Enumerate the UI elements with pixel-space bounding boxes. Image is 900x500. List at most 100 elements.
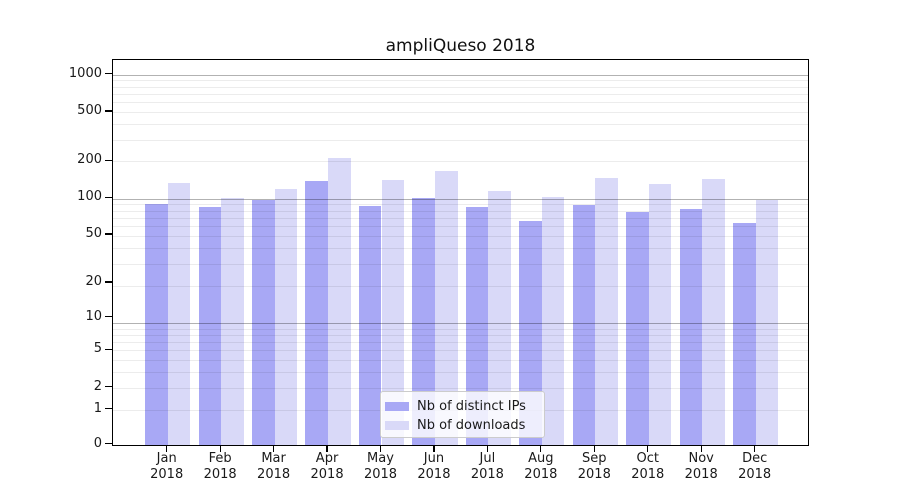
bar-downloads-oct xyxy=(648,183,672,445)
y-tick-label-1000: 1000 xyxy=(68,65,102,81)
bar-distinct-ips-mar xyxy=(252,200,275,445)
x-axis-tick-nov xyxy=(700,446,702,452)
y-grid-minor-899 xyxy=(113,80,808,82)
y-tick-label-20: 20 xyxy=(85,273,102,289)
bar-downloads-sep xyxy=(595,178,618,445)
y-axis-tick-10 xyxy=(105,316,112,318)
y-grid-minor-19 xyxy=(113,285,808,287)
y-grid-minor-79 xyxy=(113,210,808,212)
bar-distinct-ips-jan xyxy=(145,203,168,445)
y-grid-minor-8 xyxy=(113,328,808,330)
y-axis-tick-5 xyxy=(105,348,112,351)
x-tick-label-nov: Nov 2018 xyxy=(684,451,718,482)
bar-downloads-may xyxy=(381,180,405,445)
legend-entry-distinct-ips: Nb of distinct IPs xyxy=(385,398,526,414)
y-axis-tick-50 xyxy=(105,233,112,235)
legend-entry-downloads: Nb of downloads xyxy=(385,417,525,433)
y-grid-minor-49 xyxy=(113,236,808,238)
x-axis-tick-oct xyxy=(647,446,649,452)
legend-swatch-downloads xyxy=(385,420,409,430)
legend-label-downloads: Nb of downloads xyxy=(417,417,526,433)
y-tick-label-500: 500 xyxy=(77,102,102,118)
x-tick-label-jul: Jul 2018 xyxy=(470,451,504,482)
bar-distinct-ips-dec xyxy=(733,222,756,445)
x-axis-tick-jul xyxy=(486,446,488,452)
x-tick-label-dec: Dec 2018 xyxy=(738,451,772,482)
bar-downloads-nov xyxy=(702,179,725,445)
x-tick-label-oct: Oct 2018 xyxy=(631,451,665,482)
bar-distinct-ips-aug xyxy=(519,220,542,445)
y-grid-minor-499 xyxy=(113,112,808,114)
y-grid-minor-29 xyxy=(113,263,808,265)
y-axis-tick-100 xyxy=(105,196,112,198)
y-tick-label-2: 2 xyxy=(93,378,102,394)
bar-distinct-ips-jul xyxy=(465,206,489,445)
y-grid-minor-199 xyxy=(113,161,808,163)
x-axis-tick-jun xyxy=(433,446,435,452)
x-axis-tick-dec xyxy=(754,446,756,452)
y-grid-minor-5 xyxy=(113,350,808,352)
y-grid-minor-299 xyxy=(113,139,808,141)
legend-label-distinct-ips: Nb of distinct IPs xyxy=(417,398,526,414)
x-tick-label-may: May 2018 xyxy=(363,451,398,482)
chart-title: ampliQueso 2018 xyxy=(385,36,536,56)
y-grid-minor-59 xyxy=(113,226,808,228)
y-grid-minor-699 xyxy=(113,93,808,95)
y-tick-label-10: 10 xyxy=(85,308,102,324)
x-tick-label-apr: Apr 2018 xyxy=(310,451,344,482)
bar-distinct-ips-jun xyxy=(412,197,435,445)
bar-downloads-jan xyxy=(167,183,191,445)
y-grid-minor-3 xyxy=(113,372,808,374)
y-axis-tick-1 xyxy=(105,408,112,410)
bar-distinct-ips-oct xyxy=(626,212,649,445)
x-axis-tick-aug xyxy=(540,446,542,452)
x-tick-label-aug: Aug 2018 xyxy=(524,451,558,482)
y-axis-tick-500 xyxy=(105,110,112,112)
bar-downloads-feb xyxy=(221,198,244,445)
y-tick-label-200: 200 xyxy=(77,152,102,168)
x-axis-tick-may xyxy=(379,446,382,452)
y-tick-label-1: 1 xyxy=(93,400,102,416)
y-grid-minor-39 xyxy=(113,248,808,250)
x-tick-label-jun: Jun 2018 xyxy=(417,451,451,482)
y-grid-minor-799 xyxy=(113,86,808,88)
bar-downloads-aug xyxy=(541,196,565,445)
y-axis-tick-0 xyxy=(105,442,112,445)
x-tick-label-mar: Mar 2018 xyxy=(257,451,291,482)
y-grid-minor-2 xyxy=(113,387,808,389)
y-grid-major-9 xyxy=(113,322,808,324)
y-grid-minor-399 xyxy=(113,124,808,126)
y-grid-minor-69 xyxy=(113,218,808,220)
y-axis-tick-1000 xyxy=(105,73,112,75)
legend: Nb of distinct IPs Nb of downloads xyxy=(380,391,545,438)
y-tick-label-0: 0 xyxy=(93,435,102,451)
y-grid-minor-6 xyxy=(113,342,808,344)
bar-distinct-ips-nov xyxy=(679,208,703,445)
y-axis-tick-200 xyxy=(105,159,112,161)
y-tick-label-50: 50 xyxy=(85,226,102,242)
bar-downloads-jun xyxy=(434,171,458,445)
y-axis-tick-20 xyxy=(105,281,112,283)
x-axis-tick-mar xyxy=(273,446,275,452)
x-axis-tick-jan xyxy=(166,446,168,452)
y-tick-label-5: 5 xyxy=(93,341,102,357)
y-grid-minor-7 xyxy=(113,334,808,336)
x-tick-label-feb: Feb 2018 xyxy=(203,451,237,482)
x-axis-tick-sep xyxy=(593,446,595,452)
y-axis-tick-2 xyxy=(105,386,112,388)
x-tick-label-jan: Jan 2018 xyxy=(150,451,184,482)
y-grid-minor-4 xyxy=(113,360,808,362)
bar-distinct-ips-apr xyxy=(305,180,329,445)
x-axis-tick-feb xyxy=(219,446,221,452)
y-grid-major-999 xyxy=(113,74,808,76)
bar-downloads-jul xyxy=(488,191,511,445)
bar-downloads-mar xyxy=(274,188,298,445)
x-axis-tick-apr xyxy=(326,446,328,452)
legend-swatch-distinct-ips xyxy=(385,401,409,411)
bar-distinct-ips-may xyxy=(358,205,382,445)
bar-distinct-ips-sep xyxy=(572,204,596,445)
y-grid-major-99 xyxy=(113,198,808,200)
y-tick-label-100: 100 xyxy=(77,189,102,205)
plot-area xyxy=(112,59,809,446)
